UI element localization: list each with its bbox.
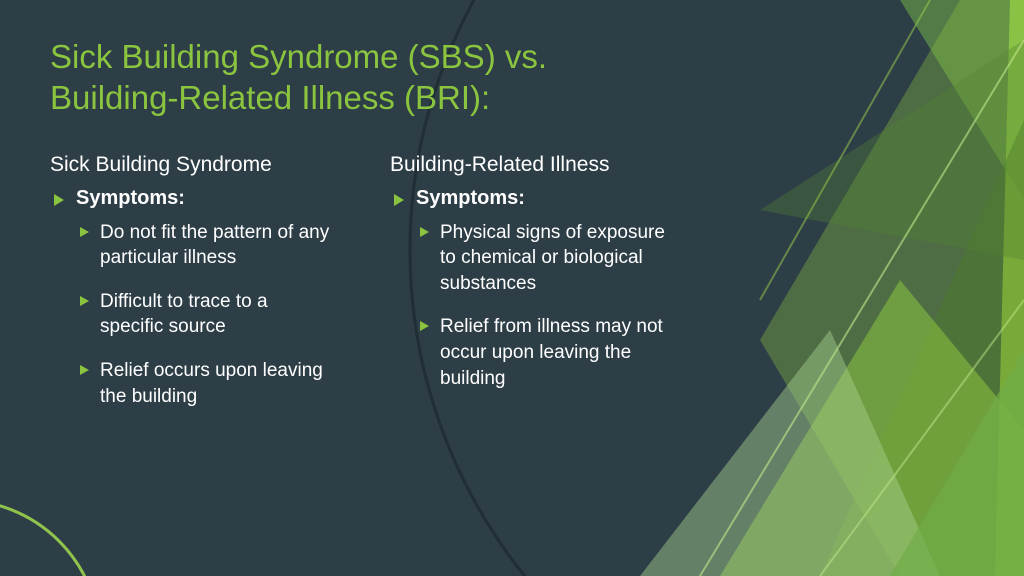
right-symptoms-item: Symptoms: Physical signs of exposure to …	[390, 187, 690, 392]
left-sublist: Do not fit the pattern of any particular…	[80, 220, 350, 410]
column-left: Sick Building Syndrome Symptoms: Do not …	[50, 153, 350, 428]
left-heading: Sick Building Syndrome	[50, 153, 350, 177]
list-item: Physical signs of exposure to chemical o…	[420, 220, 670, 297]
slide: Sick Building Syndrome (SBS) vs. Buildin…	[0, 0, 1024, 576]
right-symptoms-label: Symptoms:	[416, 187, 525, 209]
left-symptoms-item: Symptoms: Do not fit the pattern of any …	[50, 187, 350, 410]
slide-title: Sick Building Syndrome (SBS) vs. Buildin…	[50, 36, 670, 119]
left-list: Symptoms: Do not fit the pattern of any …	[50, 187, 350, 410]
list-item: Do not fit the pattern of any particular…	[80, 220, 330, 271]
right-heading: Building-Related Illness	[390, 153, 690, 177]
list-item: Relief from illness may not occur upon l…	[420, 314, 670, 391]
columns: Sick Building Syndrome Symptoms: Do not …	[50, 153, 984, 428]
content-area: Sick Building Syndrome (SBS) vs. Buildin…	[0, 0, 1024, 576]
right-list: Symptoms: Physical signs of exposure to …	[390, 187, 690, 392]
list-item: Relief occurs upon leaving the building	[80, 358, 330, 409]
left-symptoms-label: Symptoms:	[76, 187, 185, 209]
list-item: Difficult to trace to a specific source	[80, 289, 330, 340]
column-right: Building-Related Illness Symptoms: Physi…	[390, 153, 690, 428]
right-sublist: Physical signs of exposure to chemical o…	[420, 220, 690, 392]
